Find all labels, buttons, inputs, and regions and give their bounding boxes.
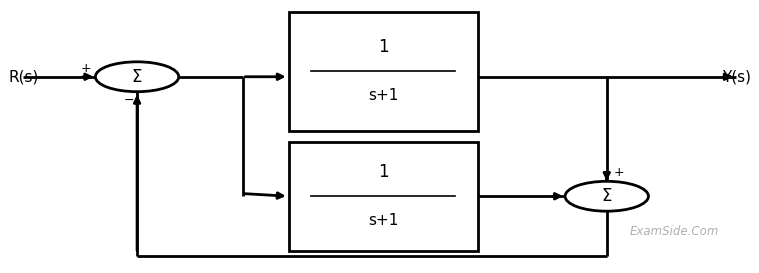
Text: Y(s): Y(s) [722,69,751,84]
Text: s+1: s+1 [368,88,398,103]
Text: +: + [614,166,625,179]
Bar [288,11,478,131]
Text: 1: 1 [378,38,389,56]
Text: 1: 1 [378,163,389,181]
Text: R(s): R(s) [8,69,39,84]
Text: $\Sigma$: $\Sigma$ [601,187,613,205]
Text: ExamSide.Com: ExamSide.Com [629,225,719,238]
Text: −: − [124,94,134,107]
Text: +: + [81,62,92,75]
Text: s+1: s+1 [368,213,398,228]
Text: $\Sigma$: $\Sigma$ [131,68,143,86]
Circle shape [96,62,178,92]
Bar [288,142,478,251]
Text: −: − [551,191,562,204]
Circle shape [565,181,648,211]
